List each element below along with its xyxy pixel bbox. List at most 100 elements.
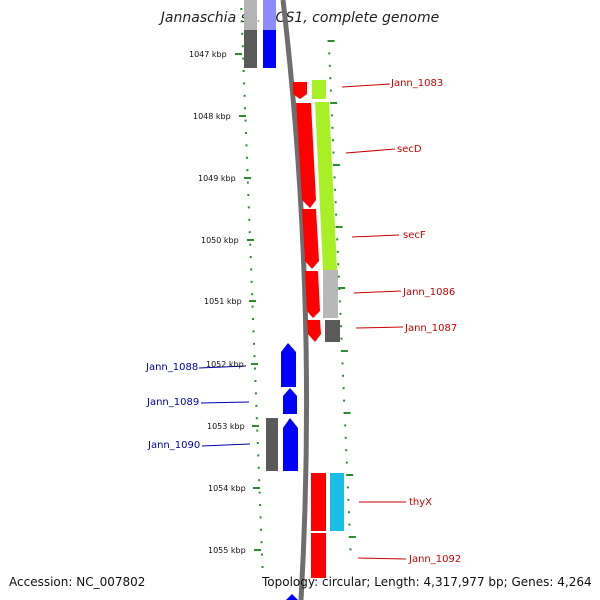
genome-summary: Topology: circular; Length: 4,317,977 bp… [262,575,592,589]
ruler-label: 1047 kbp [189,50,227,59]
ruler-label: 1053 kbp [207,422,245,431]
ruler-dot [349,548,352,551]
ruler-dot [345,461,348,464]
reverse-gene-jann-1090[interactable] [283,418,298,471]
ruler-dot [336,238,339,241]
accession-label: Accession: NC_007802 [9,575,146,589]
ruler-dot [261,566,264,568]
ruler-dot [328,52,331,55]
ruler-label: 1048 kbp [193,112,231,121]
ruler-label: 1049 kbp [198,174,236,183]
ruler-dot [240,20,243,23]
reverse-gene-jann-1088[interactable] [281,343,296,387]
ruler-major-tick [335,226,343,228]
ruler-major-tick [239,115,246,117]
left-gene-label[interactable]: Jann_1089 [146,397,199,408]
ruler-dot [246,181,249,184]
left-gene-label[interactable]: Jann_1088 [145,362,198,373]
ruler-dot [347,498,350,501]
cog-block [312,80,326,99]
right-gene-label[interactable]: Jann_1086 [402,287,455,298]
ruler-labels: 1047 kbp 1048 kbp 1049 kbp 1050 kbp 1051 kbp… [189,50,246,555]
forward-gene-jann-1087[interactable] [307,320,321,342]
ruler-dot [252,318,255,320]
ruler-dot [345,449,348,452]
ruler-dot [344,424,347,427]
ruler-dot [328,64,331,67]
ruler-dot [240,8,243,10]
ruler-dot [245,156,248,159]
reverse-gene[interactable] [286,594,298,600]
ruler-dot [247,194,250,196]
ruler-dot [245,144,248,147]
ruler-dot [253,342,256,345]
ruler-major-tick [247,239,254,241]
left-gene-label[interactable]: Jann_1090 [147,440,200,451]
ruler-dot [334,188,337,191]
ruler-major-tick [244,177,251,179]
ruler-major-tick [252,425,259,427]
ruler-dot [257,454,260,457]
ruler-dot [248,231,251,234]
ruler-dot [259,516,262,519]
ruler-dot [258,491,261,494]
ruler-dot [329,89,332,92]
ruler-dot [341,362,344,365]
reverse-gene-jann-1089[interactable] [283,388,297,414]
ruler-major-tick [338,287,346,289]
right-gene-label[interactable]: Jann_1083 [390,78,443,89]
right-gene-label[interactable]: secD [397,144,422,155]
ruler-dot [330,114,333,117]
ruler-dot [248,218,251,221]
ruler-dot [253,355,256,358]
ruler-dot [249,243,252,246]
ruler-major-tick [348,536,356,538]
ruler-dot [243,82,246,85]
ruler-label: 1051 kbp [204,297,242,306]
ruler-dot [260,541,263,544]
cog-block [330,473,344,531]
forward-gene-jann-1086[interactable] [305,271,320,318]
highlight [244,0,276,30]
ruler-dot [258,479,261,482]
ruler-major-tick [254,549,261,551]
right-gene-label[interactable]: Jann_1087 [404,323,457,334]
ruler-dot [335,213,338,216]
ruler-dot [250,280,253,283]
ruler-dot [339,325,342,328]
ruler-dot [256,429,259,432]
right-gene-label[interactable]: secF [403,230,426,241]
forward-gene-jann-1083[interactable] [293,82,307,99]
forward-gene-secF[interactable] [302,209,319,269]
ruler-major-tick [253,487,260,489]
right-label-leaders [341,83,407,560]
ruler-label: 1050 kbp [201,236,239,245]
ruler-dot [241,32,244,35]
right-gene-label[interactable]: thyX [409,497,432,508]
left-gene-labels: Jann_1088 Jann_1089 Jann_1090 [145,362,200,451]
forward-gene-thyX[interactable] [311,473,326,531]
ruler-major-tick [251,363,258,365]
ruler-dot [255,417,258,420]
ruler-major-tick [346,474,354,476]
ruler-label: 1052 kbp [206,360,244,369]
ruler-dot [333,176,336,179]
ruler-dot [331,126,334,129]
ruler-dot [244,107,247,110]
forward-gene-jann-1092[interactable] [311,533,326,578]
ruler-dot [344,436,347,439]
ruler-label: 1055 kbp [208,546,246,555]
ruler-major-tick [249,300,256,302]
ruler-dot [337,263,340,266]
ruler-dot [336,250,339,253]
ruler-dot [260,528,263,531]
forward-gene-secD[interactable] [296,103,316,208]
ruler-dot [242,70,245,72]
right-gene-label[interactable]: Jann_1092 [408,554,461,565]
ruler-dot [332,151,335,154]
ruler-major-tick [235,53,242,55]
ruler-dot [342,387,345,390]
cog-block [315,102,337,270]
